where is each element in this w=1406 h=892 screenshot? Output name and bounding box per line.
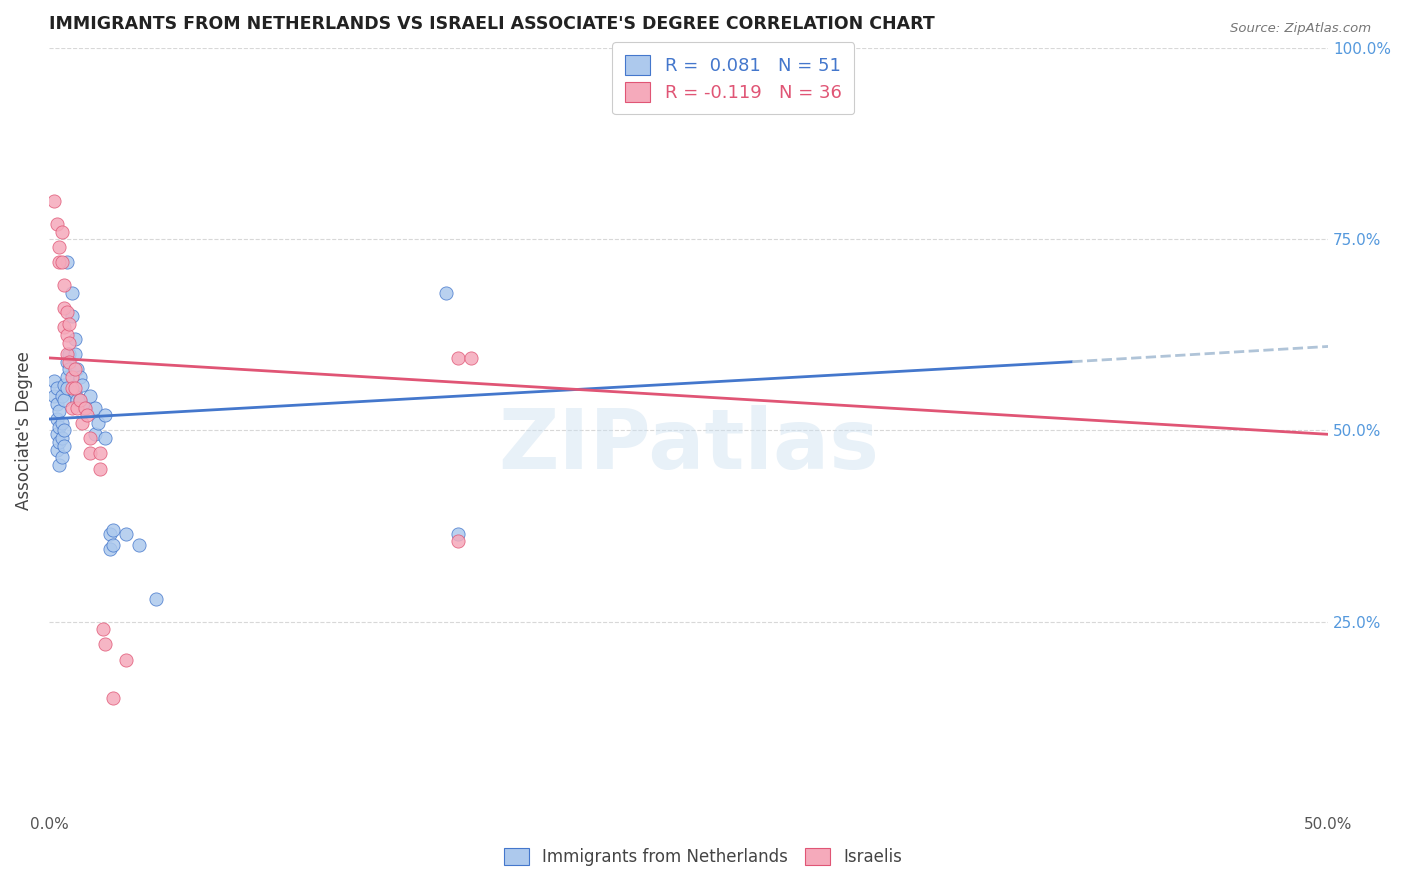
Point xyxy=(86,416,108,430)
Point xyxy=(51,225,73,239)
Point xyxy=(84,427,107,442)
Point xyxy=(447,351,470,365)
Point xyxy=(60,309,83,323)
Point xyxy=(63,382,86,396)
Point xyxy=(56,355,79,369)
Point xyxy=(66,362,89,376)
Text: IMMIGRANTS FROM NETHERLANDS VS ISRAELI ASSOCIATE'S DEGREE CORRELATION CHART: IMMIGRANTS FROM NETHERLANDS VS ISRAELI A… xyxy=(49,15,935,33)
Point xyxy=(60,382,83,396)
Point xyxy=(447,526,470,541)
Point xyxy=(114,653,136,667)
Point xyxy=(63,362,86,376)
Point xyxy=(53,320,76,334)
Point xyxy=(51,389,73,403)
Point xyxy=(58,355,80,369)
Point xyxy=(58,317,80,331)
Point xyxy=(45,412,67,426)
Point xyxy=(145,591,167,606)
Point xyxy=(48,240,70,254)
Point xyxy=(79,389,101,403)
Point xyxy=(460,351,482,365)
Point xyxy=(53,377,76,392)
Point xyxy=(100,541,122,556)
Point xyxy=(56,370,79,384)
Point xyxy=(69,370,91,384)
Point xyxy=(48,404,70,418)
Point xyxy=(434,285,457,300)
Point xyxy=(58,362,80,376)
Point xyxy=(45,427,67,442)
Point xyxy=(70,416,93,430)
Point xyxy=(45,382,67,396)
Point xyxy=(447,534,470,549)
Point xyxy=(42,389,65,403)
Point xyxy=(42,194,65,209)
Point xyxy=(48,419,70,434)
Point xyxy=(94,408,117,422)
Point xyxy=(69,392,91,407)
Point xyxy=(53,424,76,438)
Point xyxy=(53,392,76,407)
Point xyxy=(73,401,96,415)
Point xyxy=(101,690,124,705)
Point xyxy=(89,461,111,475)
Point xyxy=(60,285,83,300)
Point xyxy=(89,446,111,460)
Text: Source: ZipAtlas.com: Source: ZipAtlas.com xyxy=(1230,22,1371,36)
Point xyxy=(45,442,67,457)
Point xyxy=(94,431,117,445)
Point xyxy=(48,458,70,472)
Point xyxy=(58,335,80,350)
Point xyxy=(51,450,73,465)
Point xyxy=(63,332,86,346)
Y-axis label: Associate's Degree: Associate's Degree xyxy=(15,351,32,510)
Point xyxy=(69,392,91,407)
Point xyxy=(48,255,70,269)
Point xyxy=(56,328,79,343)
Point xyxy=(128,538,150,552)
Point xyxy=(76,408,98,422)
Point xyxy=(56,255,79,269)
Point xyxy=(56,382,79,396)
Text: ZIPatlas: ZIPatlas xyxy=(498,405,879,486)
Point xyxy=(48,434,70,449)
Point xyxy=(91,622,114,636)
Point xyxy=(45,217,67,231)
Point xyxy=(53,439,76,453)
Point xyxy=(79,431,101,445)
Point xyxy=(101,523,124,537)
Point xyxy=(53,301,76,316)
Point xyxy=(60,370,83,384)
Legend: R =  0.081   N = 51, R = -0.119   N = 36: R = 0.081 N = 51, R = -0.119 N = 36 xyxy=(613,42,855,114)
Point xyxy=(84,401,107,415)
Point xyxy=(58,347,80,361)
Point xyxy=(51,416,73,430)
Point xyxy=(51,255,73,269)
Point xyxy=(53,278,76,293)
Point xyxy=(70,377,93,392)
Point xyxy=(66,392,89,407)
Point xyxy=(73,401,96,415)
Point xyxy=(79,446,101,460)
Point xyxy=(45,397,67,411)
Point xyxy=(66,401,89,415)
Point xyxy=(63,385,86,400)
Point xyxy=(114,526,136,541)
Point xyxy=(51,431,73,445)
Point xyxy=(60,401,83,415)
Point xyxy=(101,538,124,552)
Legend: Immigrants from Netherlands, Israelis: Immigrants from Netherlands, Israelis xyxy=(498,841,908,873)
Point xyxy=(94,637,117,651)
Point xyxy=(56,347,79,361)
Point xyxy=(42,374,65,388)
Point xyxy=(63,347,86,361)
Point xyxy=(56,305,79,319)
Point xyxy=(100,526,122,541)
